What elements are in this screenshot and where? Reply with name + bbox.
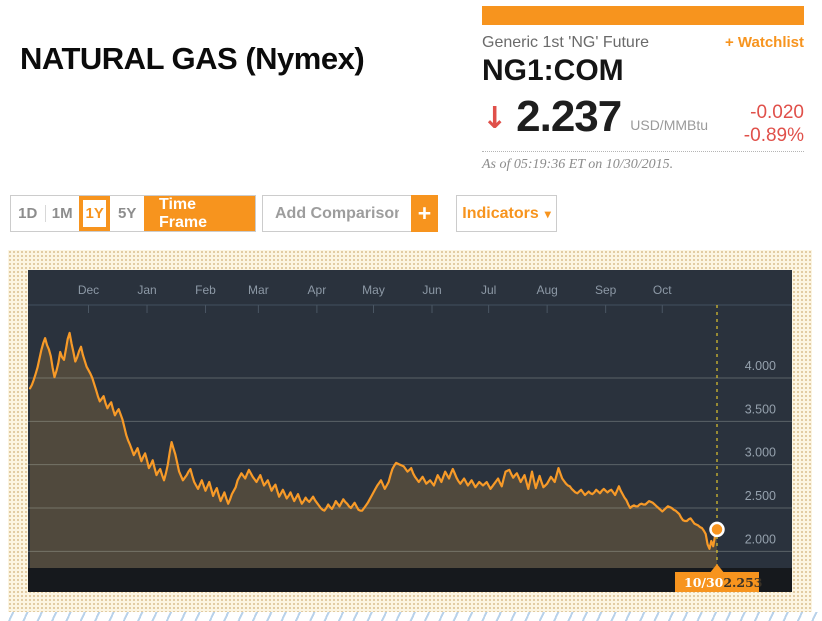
x-axis-label: May: [362, 283, 385, 297]
chart-toolbar: 1D 1M 1Y 5Y Time Frame + Indicators ▾: [0, 195, 822, 232]
price-unit: USD/MMBtu: [630, 117, 709, 134]
price-change: -0.020: [750, 102, 804, 123]
add-to-watchlist-button[interactable]: + Watchlist: [724, 34, 804, 51]
divider: [44, 205, 46, 222]
x-axis-label: Apr: [308, 283, 327, 297]
tooltip-pointer: [709, 564, 725, 574]
x-axis-label: Aug: [536, 283, 557, 297]
page-title: NATURAL GAS (Nymex): [20, 40, 365, 76]
brand-bar: [482, 6, 804, 25]
y-axis-label: 3.500: [745, 402, 776, 416]
bottom-strip: [28, 568, 792, 592]
plus-icon: +: [417, 200, 432, 226]
time-range-group: 1D 1M 1Y 5Y Time Frame: [10, 195, 256, 232]
quote-panel: Generic 1st 'NG' Future + Watchlist NG1:…: [482, 0, 804, 250]
y-axis-label: 3.000: [745, 446, 776, 460]
tab-range-1d[interactable]: 1D: [18, 205, 38, 222]
chart-module: 4.000 3.500 3.000 2.500 2.000 Dec Jan Feb Mar Apr…: [8, 250, 812, 612]
y-axis-label: 2.000: [745, 532, 776, 546]
x-axis-label: Feb: [195, 283, 216, 297]
x-axis-label: Jul: [481, 283, 496, 297]
price-chart[interactable]: 4.000 3.500 3.000 2.500 2.000 Dec Jan Feb Mar Apr…: [28, 270, 792, 592]
indicators-button[interactable]: Indicators ▾: [456, 195, 557, 232]
y-axis-label: 4.000: [745, 359, 776, 373]
bottom-hatch-pattern: [0, 612, 822, 621]
x-axis-label: Dec: [78, 283, 99, 297]
area-fill: [30, 332, 717, 568]
add-comparison-group: +: [262, 195, 438, 232]
last-price-tooltip: 10/30 2.253: [675, 572, 763, 592]
last-price: 2.237: [516, 92, 622, 141]
ticker-symbol: NG1:COM: [482, 54, 624, 87]
price-change-percent: -0.89%: [743, 125, 804, 146]
tooltip-value: 2.253: [723, 574, 763, 590]
tooltip-date: 10/30: [684, 574, 724, 590]
tab-range-1y[interactable]: 1Y: [78, 196, 111, 231]
y-axis-label: 2.500: [745, 489, 776, 503]
x-axis-label: Mar: [248, 283, 269, 297]
x-axis-label: Oct: [653, 283, 672, 297]
tab-range-1m[interactable]: 1M: [51, 205, 73, 222]
caret-down-icon: ▾: [544, 206, 551, 221]
last-point-marker: [709, 521, 725, 538]
add-comparison-input[interactable]: [263, 196, 411, 231]
x-axis-label: Jun: [422, 283, 441, 297]
x-axis-label: Sep: [595, 283, 617, 297]
chart-box: 4.000 3.500 3.000 2.500 2.000 Dec Jan Feb Mar Apr…: [28, 270, 792, 592]
security-subtitle: Generic 1st 'NG' Future: [482, 34, 650, 51]
divider: [482, 151, 804, 152]
x-axis-label: Jan: [137, 283, 156, 297]
tab-range-5y[interactable]: 5Y: [118, 205, 137, 222]
as-of-timestamp: As of 05:19:36 ET on 10/30/2015.: [482, 157, 674, 172]
time-frame-button[interactable]: Time Frame: [143, 196, 256, 231]
indicators-label: Indicators: [462, 204, 539, 222]
arrow-down-icon: ↓: [482, 101, 508, 137]
price-line: [28, 331, 719, 550]
add-comparison-button[interactable]: +: [411, 195, 438, 232]
